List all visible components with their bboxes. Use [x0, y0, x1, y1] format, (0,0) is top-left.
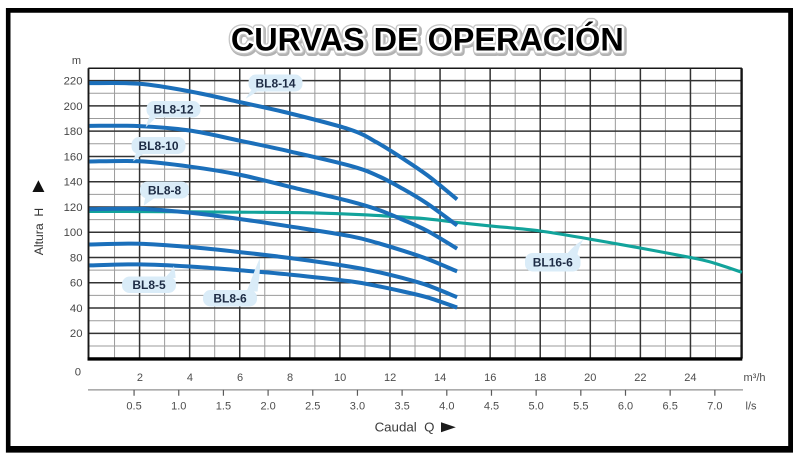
svg-text:80: 80 [70, 252, 83, 264]
svg-text:6: 6 [237, 372, 243, 384]
svg-text:CURVAS DE OPERACIÓN: CURVAS DE OPERACIÓN [231, 21, 624, 58]
svg-text:220: 220 [64, 76, 83, 88]
svg-text:BL8-6: BL8-6 [213, 292, 247, 306]
svg-text:2.5: 2.5 [305, 400, 320, 412]
svg-text:3.5: 3.5 [394, 400, 409, 412]
svg-text:5.0: 5.0 [529, 400, 544, 412]
svg-text:160: 160 [64, 151, 83, 163]
svg-text:24: 24 [684, 372, 696, 384]
svg-text:BL16-6: BL16-6 [533, 256, 573, 270]
svg-text:12: 12 [384, 372, 396, 384]
svg-text:100: 100 [64, 227, 83, 239]
svg-text:10: 10 [334, 372, 346, 384]
svg-text:120: 120 [64, 202, 83, 214]
svg-text:4: 4 [187, 372, 193, 384]
svg-text:2: 2 [137, 372, 143, 384]
svg-text:140: 140 [64, 177, 83, 189]
svg-text:200: 200 [64, 101, 83, 113]
svg-text:18: 18 [534, 372, 546, 384]
svg-text:CURVAS DE OPERACIÓN: CURVAS DE OPERACIÓN [231, 21, 624, 58]
svg-text:m: m [72, 55, 81, 67]
svg-text:CURVAS DE OPERACIÓN: CURVAS DE OPERACIÓN [231, 21, 624, 58]
svg-text:BL8-14: BL8-14 [255, 76, 295, 90]
svg-text:Caudal Q: Caudal Q [375, 419, 435, 434]
svg-text:8: 8 [287, 372, 293, 384]
svg-text:BL8-5: BL8-5 [132, 278, 166, 292]
svg-text:CURVAS DE OPERACIÓN: CURVAS DE OPERACIÓN [232, 22, 625, 59]
svg-text:7.0: 7.0 [707, 400, 722, 412]
svg-text:BL8-8: BL8-8 [148, 183, 182, 197]
svg-text:5.5: 5.5 [573, 400, 588, 412]
svg-text:20: 20 [70, 328, 83, 340]
svg-text:0.5: 0.5 [126, 400, 141, 412]
svg-text:1.0: 1.0 [171, 400, 186, 412]
svg-text:l/s: l/s [746, 400, 758, 412]
svg-text:BL8-10: BL8-10 [138, 139, 178, 153]
svg-text:3.0: 3.0 [350, 400, 365, 412]
svg-text:4.0: 4.0 [439, 400, 454, 412]
svg-text:22: 22 [634, 372, 646, 384]
svg-text:16: 16 [484, 372, 496, 384]
svg-text:40: 40 [70, 303, 83, 315]
svg-text:2.0: 2.0 [260, 400, 275, 412]
svg-text:Altura H: Altura H [32, 208, 46, 255]
svg-text:20: 20 [584, 372, 596, 384]
svg-text:1.5: 1.5 [216, 400, 231, 412]
svg-text:180: 180 [64, 126, 83, 138]
svg-text:4.5: 4.5 [484, 400, 499, 412]
svg-text:14: 14 [434, 372, 446, 384]
svg-text:0: 0 [75, 366, 81, 378]
svg-text:BL8-12: BL8-12 [153, 103, 193, 117]
svg-text:6.0: 6.0 [618, 400, 633, 412]
svg-text:6.5: 6.5 [663, 400, 678, 412]
svg-text:m³/h: m³/h [744, 372, 766, 384]
svg-text:60: 60 [70, 278, 83, 290]
